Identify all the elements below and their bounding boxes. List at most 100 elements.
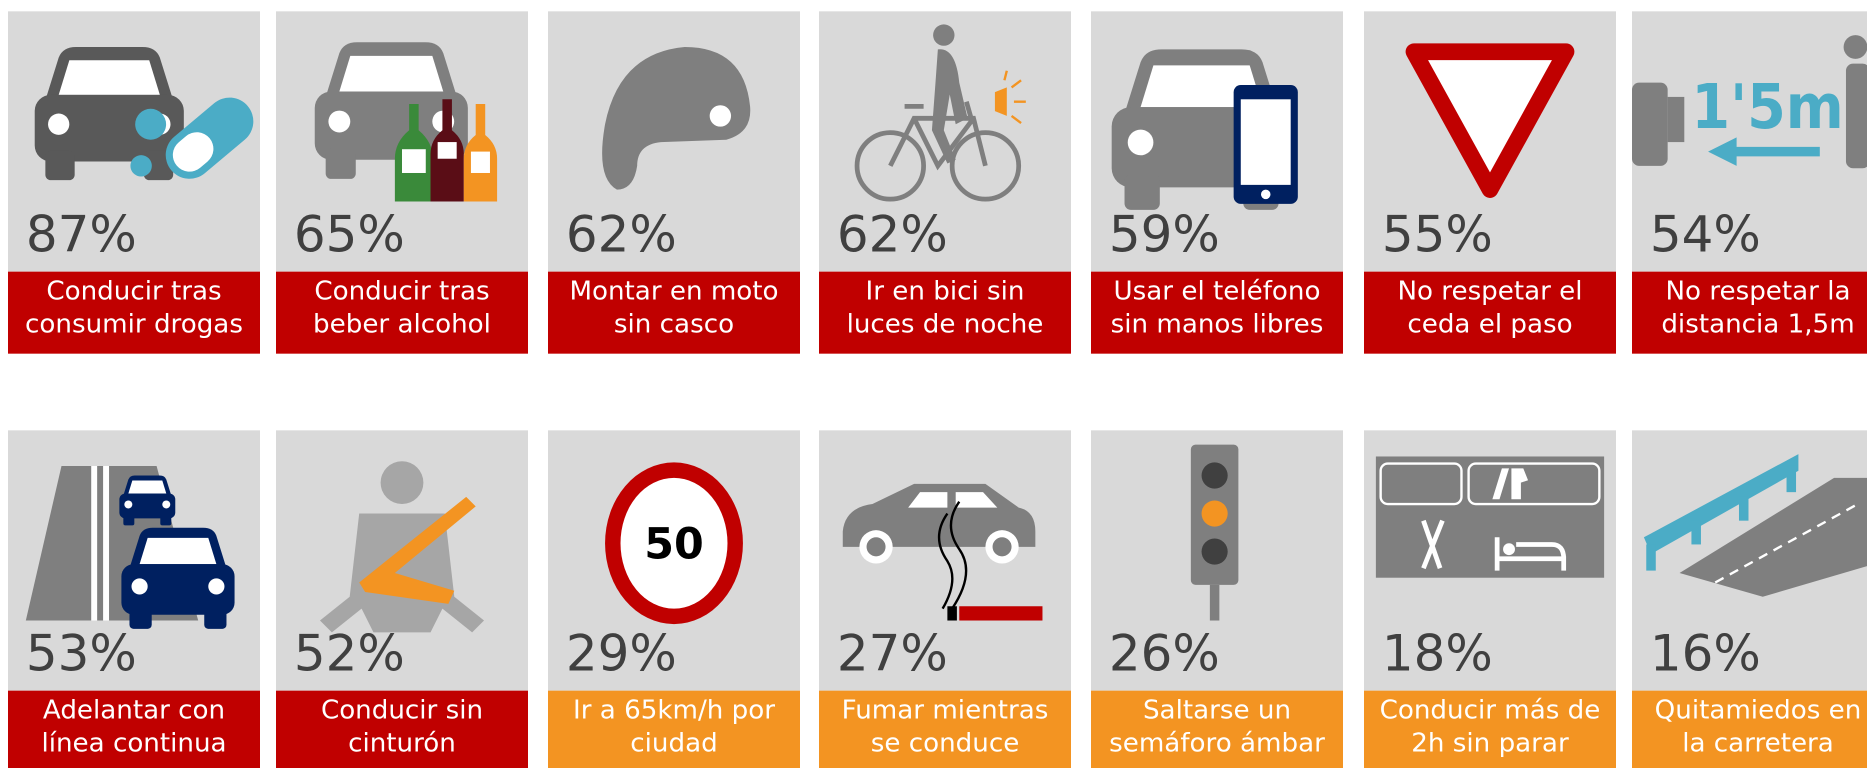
icon-shape	[1375, 456, 1605, 578]
icon	[1190, 444, 1239, 621]
icon-shape	[1708, 137, 1820, 166]
card: 65% Conducir tras beber alcohol	[276, 11, 528, 354]
icon-shape	[437, 142, 457, 159]
percentage: 53%	[26, 624, 137, 682]
icon-shape	[121, 564, 235, 615]
label-line: beber alcohol	[313, 310, 491, 340]
label-band	[1091, 271, 1343, 354]
label-line: Conducir más de	[1380, 695, 1601, 725]
icon-shape	[339, 55, 444, 92]
icon-shape	[959, 606, 1043, 621]
icon	[319, 461, 485, 633]
label-band	[1364, 690, 1616, 768]
icon-shape	[1140, 65, 1263, 108]
label-line: se conduce	[871, 729, 1020, 759]
icon-shape	[325, 148, 356, 179]
label-band	[819, 271, 1071, 354]
card: 1'5m 54% No respetar la distancia 1,5m	[1632, 11, 1867, 354]
label-line: No respetar la	[1665, 276, 1850, 306]
icon	[842, 483, 1043, 621]
icon-shape	[1467, 462, 1601, 506]
percentage: 62%	[837, 205, 948, 263]
icon: 1'5m	[1632, 35, 1867, 169]
icon-shape	[91, 465, 98, 621]
icon	[1643, 454, 1867, 597]
icon-shape	[103, 465, 110, 621]
label-line: Ir en bici sin	[866, 276, 1025, 306]
icon-shape	[620, 477, 728, 609]
label-line: Montar en moto	[569, 276, 778, 306]
icon-shape	[947, 606, 957, 621]
label-line: consumir drogas	[25, 310, 243, 340]
icon-shape	[119, 493, 176, 519]
label-line: Conducir tras	[46, 276, 221, 306]
icon-shape	[124, 500, 133, 509]
label-line: cinturón	[348, 729, 456, 759]
label-band	[819, 690, 1071, 768]
icon-shape	[1667, 96, 1685, 143]
card: 16% Quitamiedos en la carretera	[1632, 430, 1867, 768]
icon-shape	[1632, 82, 1668, 166]
icon-shape	[1127, 129, 1154, 156]
icon-text: 50	[644, 520, 704, 570]
icon-shape	[1201, 462, 1228, 489]
label-band	[1632, 690, 1867, 768]
label-band	[8, 690, 260, 768]
icon-shape	[359, 496, 476, 604]
icon	[25, 465, 235, 629]
icon	[314, 42, 498, 202]
icon-shape	[172, 132, 214, 172]
icon-shape	[121, 527, 235, 629]
label-line: Ir a 65km/h por	[573, 695, 775, 725]
card-background	[819, 430, 1071, 691]
card: 62% Ir en bici sin luces de noche	[819, 11, 1071, 354]
card: 55% No respetar el ceda el paso	[1364, 11, 1616, 354]
icon-shape	[139, 537, 217, 565]
label-line: sin casco	[614, 310, 734, 340]
label-band	[8, 271, 260, 354]
label-line: Conducir sin	[321, 695, 483, 725]
percentage: 55%	[1382, 205, 1493, 263]
percentage: 52%	[294, 624, 405, 682]
icon-shape	[1786, 465, 1797, 493]
icon-shape	[1679, 477, 1867, 597]
label-band	[548, 271, 800, 354]
label-band	[276, 690, 528, 768]
icon-shape	[135, 108, 167, 140]
icon-shape	[602, 46, 751, 190]
icon-shape	[1643, 454, 1799, 554]
icon-shape	[314, 42, 468, 179]
card: 53% Adelantar con línea continua	[8, 430, 260, 768]
card: 87% Conducir tras consumir drogas	[8, 11, 260, 354]
icon-shape	[931, 49, 968, 164]
icon-shape	[1201, 538, 1228, 565]
icon-text: 1'5m	[1691, 71, 1843, 143]
percentage: 26%	[1109, 624, 1220, 682]
icon-shape	[45, 150, 75, 181]
icon-shape	[1632, 35, 1867, 169]
card: 52% Conducir sin cinturón	[276, 430, 528, 768]
icon-shape	[709, 105, 732, 127]
icon-shape	[328, 110, 351, 133]
icon-shape	[1405, 43, 1575, 198]
icon-shape	[160, 514, 172, 526]
icon-shape	[129, 606, 152, 629]
label-line: Fumar mientras	[842, 695, 1049, 725]
icon-shape	[470, 151, 490, 173]
label-line: ciudad	[630, 729, 717, 759]
icon-shape	[1492, 468, 1529, 500]
percentage: 62%	[566, 205, 677, 263]
icon-shape	[949, 130, 1022, 202]
icon-shape	[1003, 70, 1026, 125]
icon-shape	[1240, 99, 1291, 185]
percentage: 65%	[294, 205, 405, 263]
card: 59% Usar el teléfono sin manos libres	[1091, 11, 1343, 354]
label-line: luces de noche	[847, 310, 1044, 340]
icon-shape	[58, 60, 160, 95]
icon-shape	[933, 24, 955, 46]
label-line: semáforo ámbar	[1109, 729, 1325, 759]
percentage: 59%	[1109, 205, 1220, 263]
icon	[1375, 456, 1605, 578]
percentage: 16%	[1650, 624, 1761, 682]
